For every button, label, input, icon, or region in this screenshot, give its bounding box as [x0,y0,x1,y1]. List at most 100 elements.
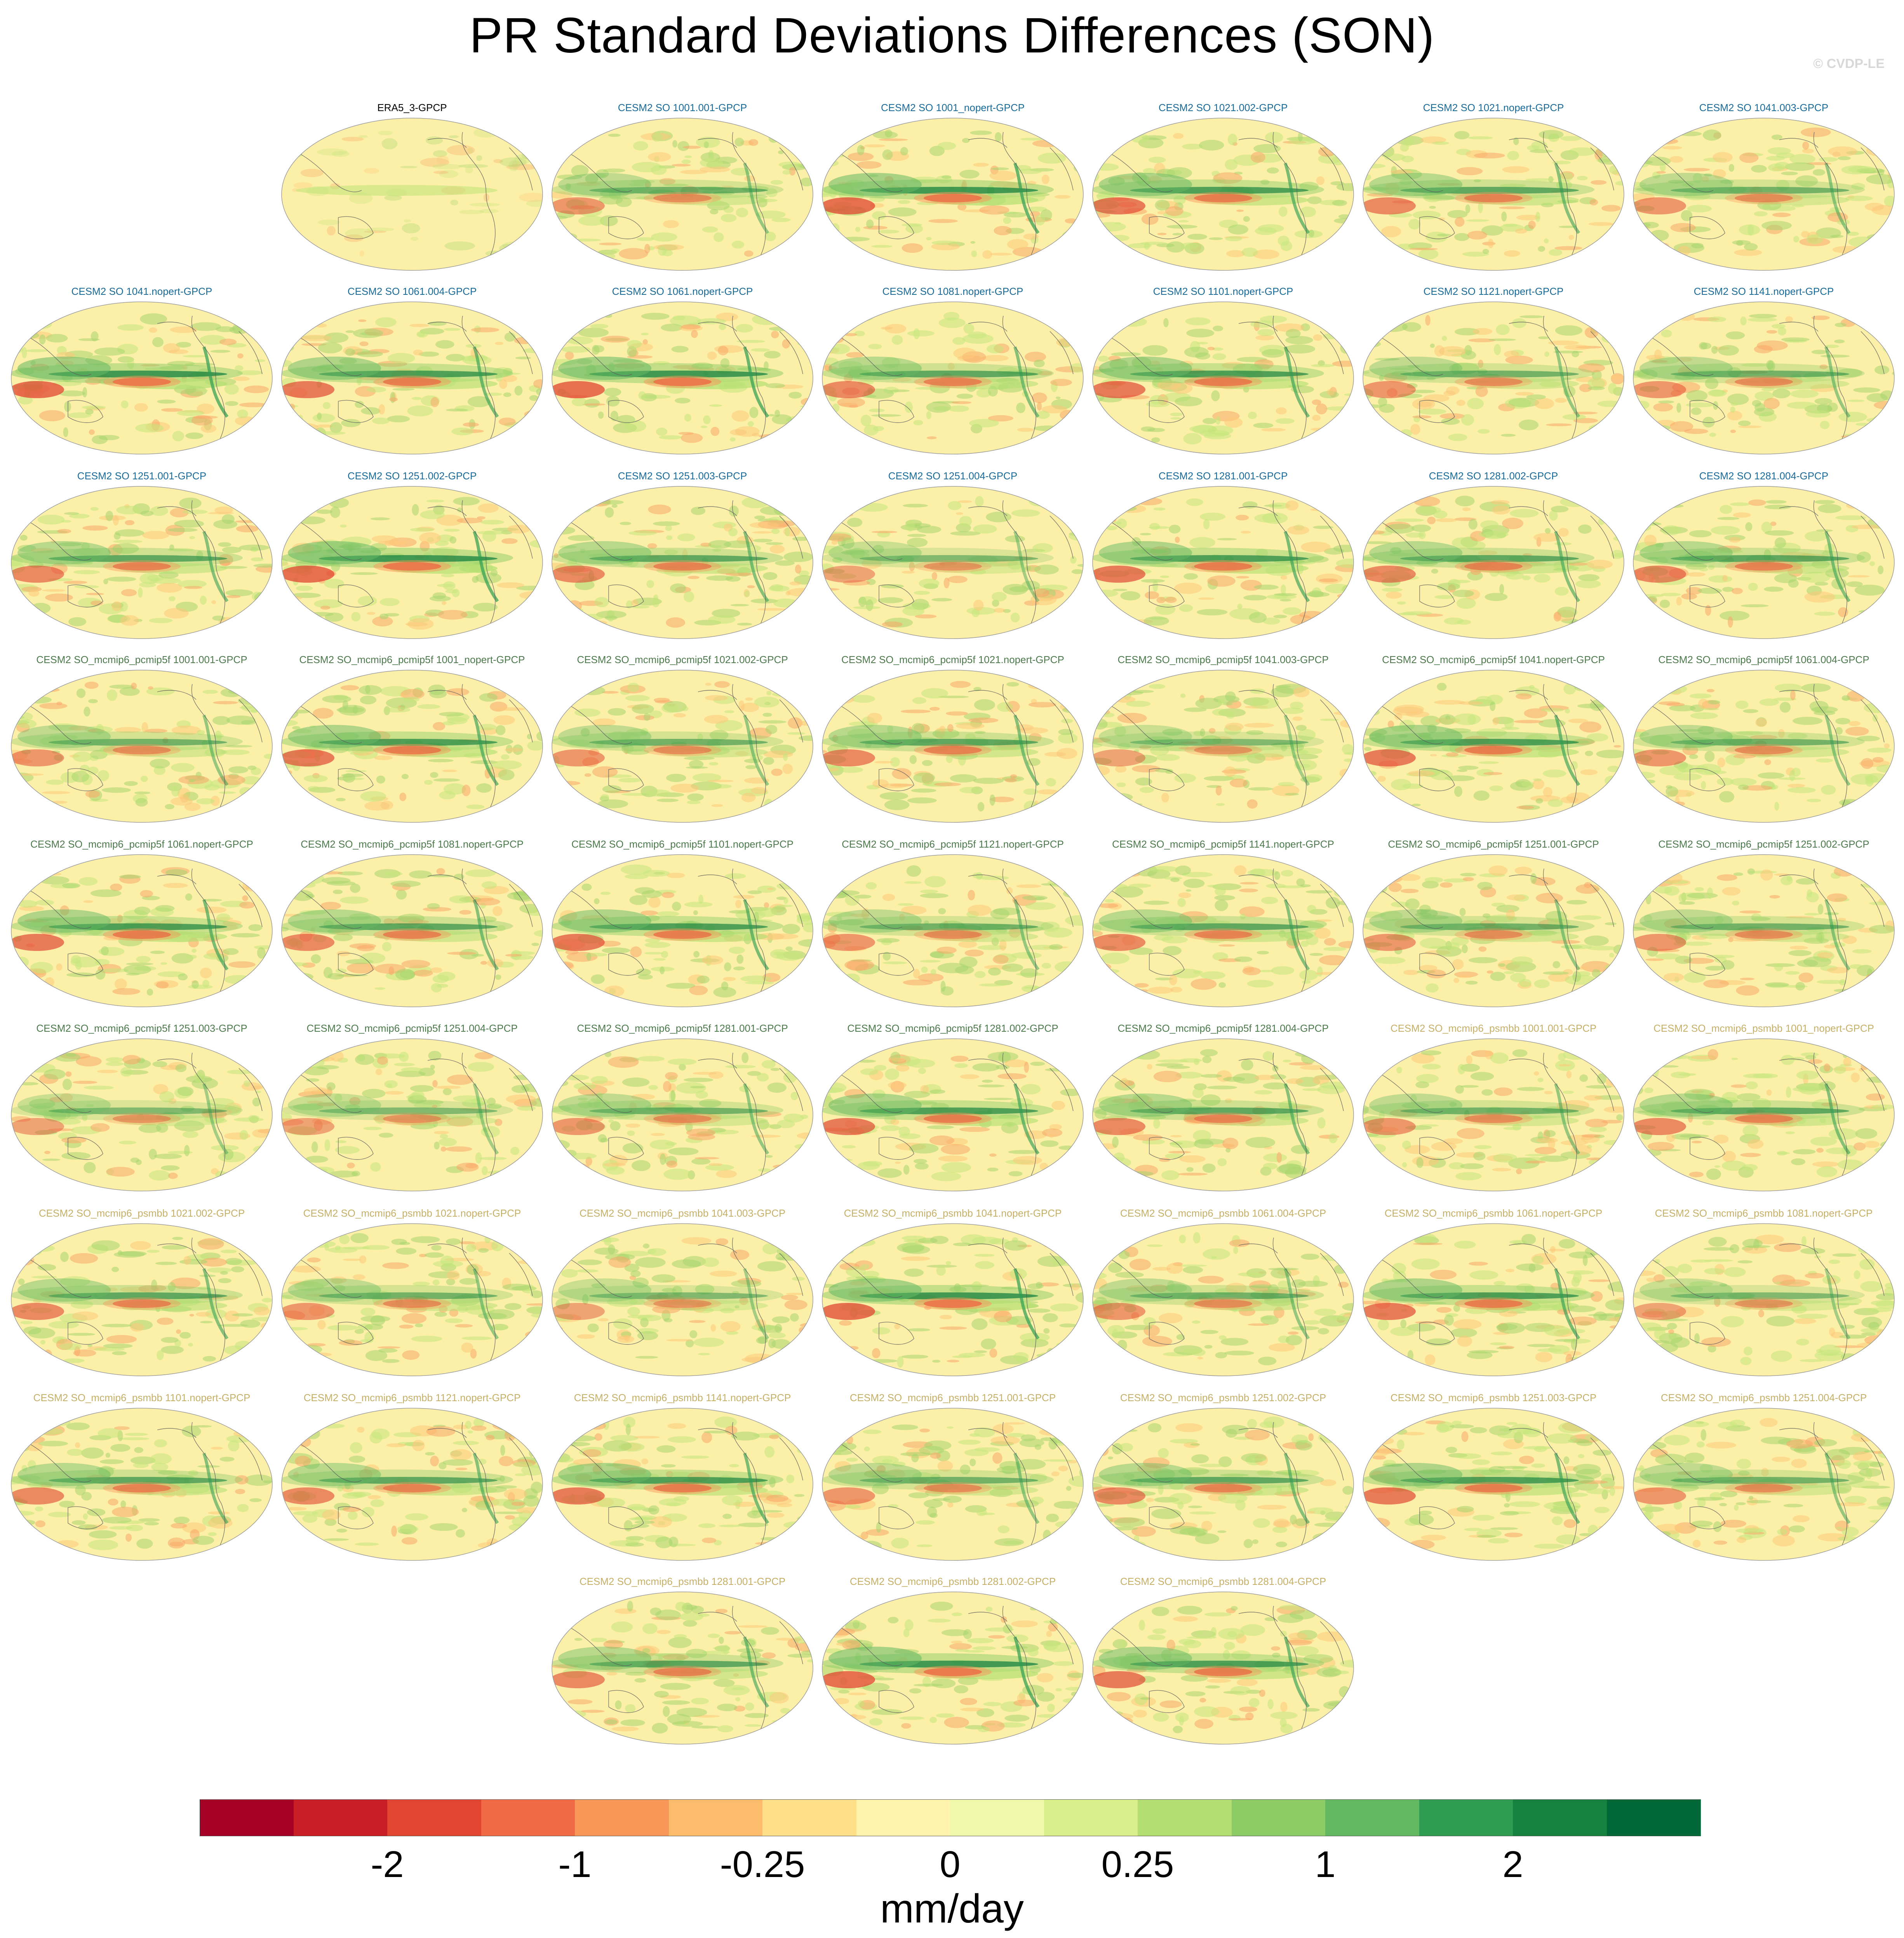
panel-title: CESM2 SO_mcmip6_pcmip5f 1101.nopert-GPCP [571,838,794,850]
map-panel: CESM2 SO 1281.002-GPCP [1359,470,1628,645]
map-panel: CESM2 SO_mcmip6_pcmip5f 1251.002-GPCP [1629,838,1899,1013]
map-panel: CESM2 SO_mcmip6_psmbb 1281.002-GPCP [818,1576,1088,1750]
map-panel: CESM2 SO 1251.004-GPCP [818,470,1088,645]
map-panel: CESM2 SO_mcmip6_psmbb 1281.001-GPCP [548,1576,817,1750]
map-plot [1092,486,1354,639]
panel-title: CESM2 SO_mcmip6_psmbb 1251.002-GPCP [1120,1392,1326,1403]
panel-title: CESM2 SO 1251.002-GPCP [347,470,477,482]
map-plot [11,854,273,1007]
panel-title: CESM2 SO 1061.004-GPCP [347,286,477,297]
map-plot [1363,1038,1624,1191]
map-plot [1633,1038,1895,1191]
map-plot [1363,670,1624,823]
colorbar-tick-label: 0.25 [1101,1844,1174,1885]
map-plot [1092,854,1354,1007]
map-panel: CESM2 SO_mcmip6_pcmip5f 1041.nopert-GPCP [1359,654,1628,829]
map-panel: CESM2 SO 1251.001-GPCP [7,470,277,645]
map-panel: CESM2 SO_mcmip6_pcmip5f 1061.004-GPCP [1629,654,1899,829]
map-panel: CESM2 SO_mcmip6_pcmip5f 1021.nopert-GPCP [818,654,1088,829]
panel-grid: ERA5_3-GPCP CESM2 SO 1001.001-GPCP CESM2 S… [7,102,1899,1750]
panel-title: CESM2 SO_mcmip6_psmbb 1281.004-GPCP [1120,1576,1326,1587]
map-panel: CESM2 SO_mcmip6_psmbb 1001.001-GPCP [1359,1022,1628,1197]
map-panel: CESM2 SO_mcmip6_pcmip5f 1121.nopert-GPCP [818,838,1088,1013]
panel-title: CESM2 SO_mcmip6_pcmip5f 1251.003-GPCP [36,1022,247,1034]
colorbar-tick-label: 1 [1315,1844,1336,1885]
panel-title: CESM2 SO_mcmip6_pcmip5f 1001_nopert-GPCP [299,654,525,665]
map-panel: CESM2 SO_mcmip6_psmbb 1041.nopert-GPCP [818,1207,1088,1382]
map-plot [1092,118,1354,271]
map-panel: CESM2 SO 1251.003-GPCP [548,470,817,645]
map-plot [552,1408,813,1561]
map-plot [822,301,1084,454]
panel-title: CESM2 SO_mcmip6_pcmip5f 1041.003-GPCP [1117,654,1329,665]
panel-title: CESM2 SO_mcmip6_pcmip5f 1251.001-GPCP [1388,838,1599,850]
map-plot [1363,486,1624,639]
colorbar-tick-label: -2 [371,1844,404,1885]
map-plot [1363,1408,1624,1561]
map-plot [281,486,543,639]
panel-title: CESM2 SO_mcmip6_psmbb 1041.nopert-GPCP [844,1207,1062,1219]
colorbar-box [762,1799,856,1836]
panel-title: CESM2 SO_mcmip6_psmbb 1021.002-GPCP [38,1207,245,1219]
colorbar-box [668,1799,763,1836]
panel-title: CESM2 SO_mcmip6_pcmip5f 1251.004-GPCP [306,1022,518,1034]
map-panel: CESM2 SO_mcmip6_pcmip5f 1281.002-GPCP [818,1022,1088,1197]
map-panel: CESM2 SO 1041.003-GPCP [1629,102,1899,277]
map-panel: CESM2 SO 1061.nopert-GPCP [548,286,817,460]
panel-title: CESM2 SO 1121.nopert-GPCP [1423,286,1564,297]
colorbar-box [1513,1799,1607,1836]
map-panel: CESM2 SO_mcmip6_pcmip5f 1281.004-GPCP [1088,1022,1358,1197]
map-plot [822,486,1084,639]
map-plot [1092,670,1354,823]
map-plot [1363,1223,1624,1376]
colorbar-tick-label: 2 [1502,1844,1523,1885]
map-plot [1363,118,1624,271]
panel-title: CESM2 SO_mcmip6_psmbb 1281.002-GPCP [849,1576,1056,1587]
panel-title: CESM2 SO_mcmip6_pcmip5f 1121.nopert-GPCP [842,838,1064,850]
map-panel: CESM2 SO 1141.nopert-GPCP [1629,286,1899,460]
map-panel: CESM2 SO 1021.002-GPCP [1088,102,1358,277]
panel-title: CESM2 SO 1021.nopert-GPCP [1423,102,1564,113]
colorbar-box [293,1799,388,1836]
panel-title: CESM2 SO_mcmip6_pcmip5f 1281.002-GPCP [847,1022,1058,1034]
map-panel: CESM2 SO_mcmip6_psmbb 1251.003-GPCP [1359,1392,1628,1567]
map-panel: CESM2 SO_mcmip6_psmbb 1081.nopert-GPCP [1629,1207,1899,1382]
panel-title: CESM2 SO 1041.003-GPCP [1699,102,1829,113]
map-plot [281,1223,543,1376]
panel-title: CESM2 SO 1281.002-GPCP [1429,470,1558,482]
map-plot [822,1223,1084,1376]
panel-title: CESM2 SO_mcmip6_pcmip5f 1281.001-GPCP [577,1022,788,1034]
colorbar-box [856,1799,950,1836]
map-panel: CESM2 SO_mcmip6_pcmip5f 1251.003-GPCP [7,1022,277,1197]
map-panel: CESM2 SO_mcmip6_psmbb 1281.004-GPCP [1088,1576,1358,1750]
map-panel: CESM2 SO_mcmip6_pcmip5f 1141.nopert-GPCP [1088,838,1358,1013]
panel-title: CESM2 SO_mcmip6_psmbb 1001_nopert-GPCP [1653,1022,1874,1034]
panel-title: CESM2 SO 1251.001-GPCP [77,470,207,482]
map-plot [281,301,543,454]
panel-title: CESM2 SO_mcmip6_psmbb 1041.003-GPCP [579,1207,786,1219]
panel-title: CESM2 SO 1281.004-GPCP [1699,470,1829,482]
map-panel: CESM2 SO_mcmip6_pcmip5f 1251.001-GPCP [1359,838,1628,1013]
panel-title: CESM2 SO_mcmip6_psmbb 1251.001-GPCP [849,1392,1056,1403]
map-panel: CESM2 SO 1061.004-GPCP [277,286,547,460]
panel-title: CESM2 SO_mcmip6_psmbb 1021.nopert-GPCP [303,1207,521,1219]
panel-title: CESM2 SO_mcmip6_pcmip5f 1061.004-GPCP [1658,654,1869,665]
map-panel: CESM2 SO 1041.nopert-GPCP [7,286,277,460]
panel-title: CESM2 SO_mcmip6_pcmip5f 1281.004-GPCP [1117,1022,1329,1034]
map-plot [1092,1038,1354,1191]
map-panel: CESM2 SO_mcmip6_psmbb 1251.004-GPCP [1629,1392,1899,1567]
map-plot [1092,1223,1354,1376]
map-plot [822,1591,1084,1745]
panel-title: CESM2 SO 1081.nopert-GPCP [882,286,1023,297]
map-plot [281,854,543,1007]
colorbar-tick-label: 0 [940,1844,961,1885]
map-panel: CESM2 SO_mcmip6_pcmip5f 1281.001-GPCP [548,1022,817,1197]
panel-title: CESM2 SO_mcmip6_pcmip5f 1041.nopert-GPCP [1382,654,1605,665]
colorbar-box [1325,1799,1419,1836]
panel-title: CESM2 SO 1101.nopert-GPCP [1153,286,1293,297]
panel-title: CESM2 SO_mcmip6_psmbb 1251.003-GPCP [1390,1392,1597,1403]
map-plot [822,118,1084,271]
map-plot [11,486,273,639]
map-panel: CESM2 SO 1021.nopert-GPCP [1359,102,1628,277]
colorbar-box [1044,1799,1138,1836]
